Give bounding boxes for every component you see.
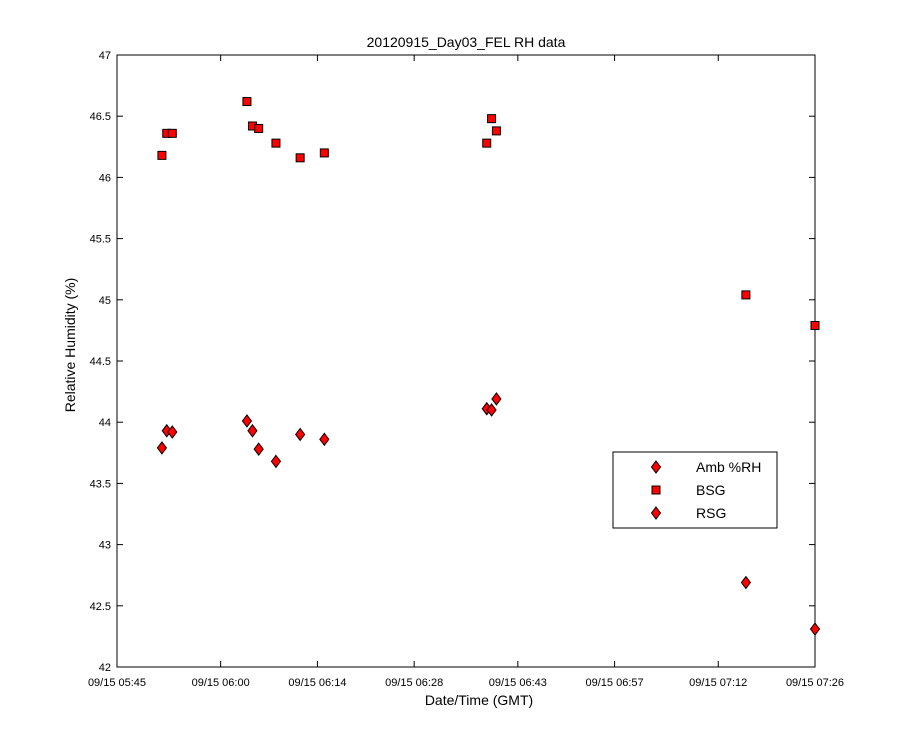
x-tick-label: 09/15 06:00: [192, 677, 250, 689]
legend: Amb %RH BSG RSG: [612, 451, 778, 529]
ticks: [116, 54, 816, 668]
y-tick-label: 44: [99, 417, 111, 429]
x-tick-label: 09/15 05:45: [88, 677, 146, 689]
x-tick-label: 09/15 06:14: [288, 677, 346, 689]
y-tick-label: 42.5: [90, 601, 111, 613]
rsg-point: [319, 432, 330, 447]
x-tick-label: 09/15 07:26: [786, 677, 844, 689]
rsg-point: [486, 403, 497, 417]
rsg-point: [809, 622, 821, 636]
plot-area: [116, 54, 816, 668]
bsg-point: [487, 114, 497, 124]
chart-title: 20120915_Day03_FEL RH data: [367, 34, 566, 50]
bsg-point: [167, 128, 177, 138]
x-tick-label: 09/15 07:12: [689, 677, 747, 689]
y-tick-label: 42: [99, 662, 111, 674]
bsg-point: [254, 123, 264, 133]
legend-marker-rsg: [650, 506, 662, 520]
y-tick-label: 45: [99, 295, 111, 307]
y-tick-labels: 42 42.5 43 43.5 44 44.5 45 45.5 46 46.5 47: [90, 50, 111, 674]
rsg-point: [241, 414, 253, 428]
rsg-point: [247, 423, 258, 438]
y-tick-label: 43.5: [90, 478, 111, 490]
y-tick-label: 46: [99, 172, 111, 184]
y-tick-label: 44.5: [90, 356, 111, 368]
bsg-point: [491, 126, 501, 136]
bsg-point: [157, 150, 167, 160]
rsg-point: [253, 442, 264, 456]
legend-label-rsg: RSG: [696, 505, 726, 521]
rsg-point: [491, 392, 502, 406]
x-axis-label: Date/Time (GMT): [425, 692, 533, 708]
y-tick-label: 43: [99, 540, 111, 552]
bsg-point: [482, 138, 492, 148]
x-tick-label: 09/15 06:28: [385, 677, 443, 689]
bsg-point: [271, 138, 281, 148]
y-tick-label: 45.5: [90, 234, 111, 246]
y-tick-label: 47: [99, 50, 111, 62]
bsg-point: [242, 97, 252, 107]
y-tick-label: 46.5: [90, 111, 111, 123]
data-points: [156, 97, 821, 636]
bsg-point: [810, 321, 820, 331]
legend-marker-amb-rh: [650, 460, 662, 474]
legend-marker-bsg: [651, 485, 661, 495]
y-axis-label: Relative Humidity (%): [62, 278, 78, 413]
rsg-point: [270, 454, 282, 469]
bsg-point: [319, 148, 329, 158]
bsg-point: [741, 290, 751, 300]
rsg-point: [156, 441, 168, 455]
x-tick-label: 09/15 06:43: [489, 677, 547, 689]
x-tick-labels: 09/15 05:45 09/15 06:00 09/15 06:14 09/15 0…: [88, 677, 844, 689]
rsg-point: [167, 425, 178, 439]
bsg-point: [295, 153, 305, 163]
rsg-point: [740, 575, 752, 590]
x-tick-label: 09/15 06:57: [586, 677, 644, 689]
legend-label-amb-rh: Amb %RH: [696, 459, 761, 475]
legend-label-bsg: BSG: [696, 482, 726, 498]
legend-box: [612, 451, 778, 529]
rsg-point: [295, 427, 306, 442]
